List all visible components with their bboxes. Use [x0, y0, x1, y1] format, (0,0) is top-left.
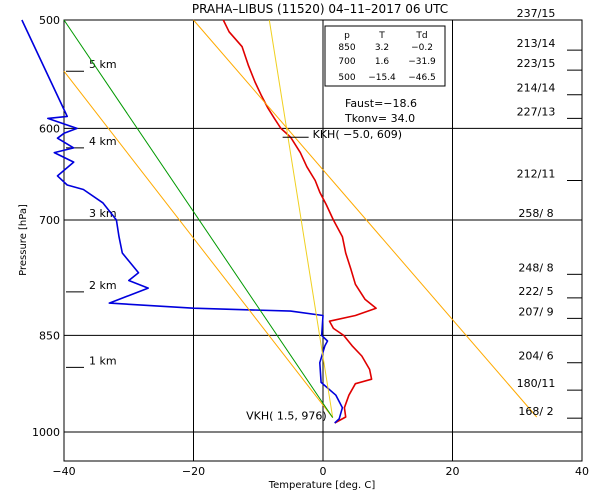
faust-annotation: Faust=−18.6: [345, 97, 417, 110]
y-tick-label: 500: [39, 14, 60, 27]
x-tick-label: −20: [182, 465, 205, 478]
table-header-td: Td: [415, 31, 427, 41]
wind-label: 204/ 6: [518, 350, 553, 363]
height-markers: 5 km 4 km 3 km 2 km 1 km: [66, 58, 117, 368]
x-axis-ticks: −40 −20 0 20 40: [52, 465, 589, 478]
x-axis-label: Temperature [deg. C]: [268, 480, 376, 491]
wind-label: 213/14: [517, 37, 556, 50]
kkh-annotation: KKH( −5.0, 609): [313, 128, 402, 141]
table-cell: 850: [338, 43, 355, 53]
summary-table-box: [324, 25, 446, 87]
table-cell: −46.5: [408, 73, 436, 83]
wind-label: 237/15: [517, 7, 556, 20]
wind-label: 212/11: [517, 168, 556, 181]
x-tick-label: −40: [52, 465, 75, 478]
wind-label: 180/11: [517, 377, 556, 390]
chart-title: PRAHA–LIBUS (11520) 04–11–2017 06 UTC: [192, 2, 448, 16]
table-cell: −31.9: [408, 57, 436, 67]
series: [21, 19, 538, 424]
y-tick-label: 600: [39, 122, 60, 135]
series-green-line: [63, 19, 334, 418]
y-axis-label: Pressure [hPa]: [18, 204, 29, 276]
wind-label: 222/ 5: [518, 285, 553, 298]
wind-label: 168/ 2: [518, 405, 553, 418]
height-label: 5 km: [89, 58, 117, 71]
x-tick-label: 0: [320, 465, 327, 478]
wind-label: 227/13: [517, 105, 556, 118]
x-tick-label: 20: [446, 465, 460, 478]
wind-label: 248/ 8: [518, 261, 553, 274]
wind-label: 223/15: [517, 57, 556, 70]
y-tick-label: 1000: [32, 426, 60, 439]
series-yellow-line: [268, 19, 334, 418]
table-cell: −0.2: [411, 43, 433, 53]
height-label: 3 km: [89, 207, 117, 220]
summary-table: p T Td 850 3.2 −0.2 700 1.6 −31.9 500 −1…: [324, 25, 446, 87]
height-label: 1 km: [89, 354, 117, 367]
table-cell: 500: [338, 73, 355, 83]
table-cell: 1.6: [375, 57, 390, 67]
wind-label: 214/14: [517, 82, 556, 95]
series-orange-line-left: [63, 70, 334, 418]
y-axis-ticks: 500 600 700 850 1000: [32, 14, 60, 439]
table-header-t: T: [378, 31, 385, 41]
grid: [64, 20, 582, 461]
vkh-annotation: VKH( 1.5, 976): [246, 410, 327, 423]
height-label: 4 km: [89, 135, 117, 148]
y-tick-label: 700: [39, 214, 60, 227]
wind-labels: 237/15 213/14 223/15 214/14 227/13 212/11 258/…: [517, 7, 582, 419]
wind-label: 207/ 9: [518, 305, 553, 318]
table-cell: −15.4: [368, 73, 396, 83]
x-tick-label: 40: [575, 465, 589, 478]
series-orange-line-right: [193, 19, 538, 418]
table-cell: 3.2: [375, 43, 389, 53]
tkonv-annotation: Tkonv= 34.0: [344, 112, 415, 125]
height-label: 2 km: [89, 279, 117, 292]
series-dewpoint: [21, 19, 344, 424]
table-header-p: p: [344, 31, 350, 41]
wind-label: 258/ 8: [518, 207, 553, 220]
table-cell: 700: [338, 57, 355, 67]
y-tick-label: 850: [39, 329, 60, 342]
